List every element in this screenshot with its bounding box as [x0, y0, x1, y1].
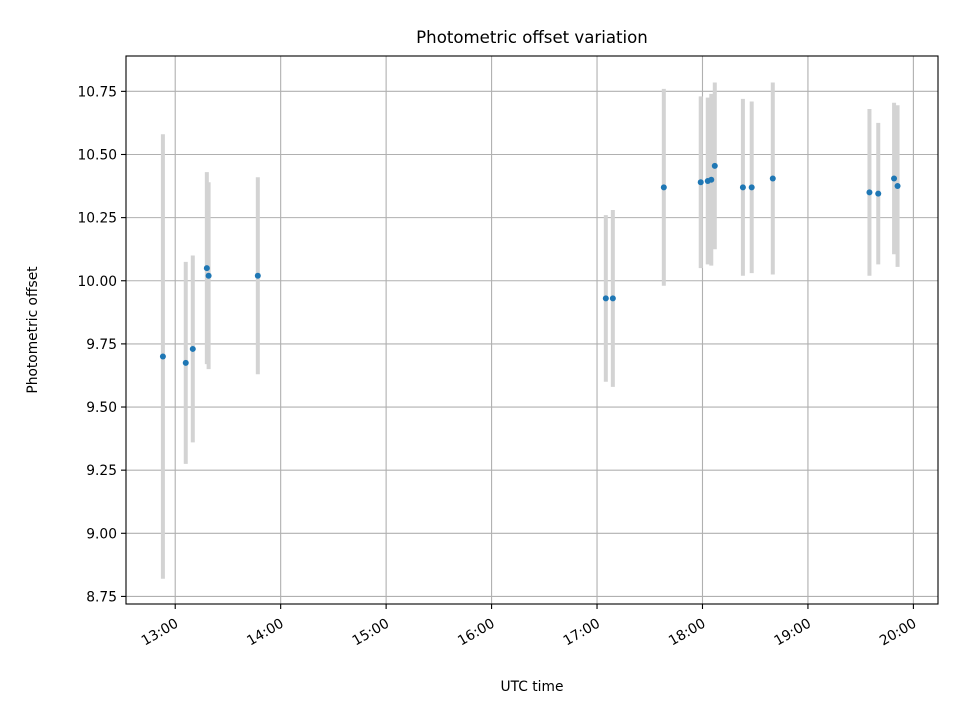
- x-axis-label: UTC time: [501, 679, 564, 695]
- data-point: [697, 179, 704, 186]
- data-point: [159, 353, 166, 360]
- x-tick-label: 20:00: [877, 616, 919, 650]
- data-point: [602, 295, 609, 302]
- x-tick-label: 17:00: [561, 616, 603, 650]
- x-tick-label: 19:00: [772, 616, 814, 650]
- data-point: [875, 190, 882, 197]
- data-point: [891, 175, 898, 182]
- data-point: [609, 295, 616, 302]
- y-tick-label: 9.00: [86, 526, 117, 542]
- x-tick-label: 15:00: [350, 616, 392, 650]
- data-point: [205, 272, 212, 279]
- x-tick-label: 13:00: [139, 616, 181, 650]
- error-bars: [160, 82, 900, 579]
- x-tick-label: 14:00: [244, 616, 286, 650]
- y-axis-ticks: 8.75 9.00 9.25 9.50 9.75 10.00 10.25 10.50 10.75: [78, 84, 126, 605]
- data-point: [189, 345, 196, 352]
- data-point: [203, 265, 210, 272]
- data-point: [748, 184, 755, 191]
- data-point: [739, 184, 746, 191]
- data-point: [182, 359, 189, 366]
- grid: [126, 56, 938, 604]
- data-point: [866, 189, 873, 196]
- chart-title: Photometric offset variation: [416, 28, 648, 47]
- data-point: [894, 183, 901, 190]
- x-tick-label: 18:00: [666, 616, 708, 650]
- y-tick-label: 10.00: [78, 274, 118, 290]
- x-axis-ticks: 13:00 14:00 15:00 16:00 17:00 18:00 19:00 20:00: [139, 604, 919, 650]
- y-tick-label: 9.75: [86, 337, 117, 353]
- data-point: [708, 176, 715, 183]
- y-tick-label: 10.75: [78, 84, 118, 100]
- plot-area-frame: [125, 55, 939, 605]
- y-tick-label: 10.25: [78, 211, 118, 227]
- y-tick-label: 10.50: [78, 147, 118, 163]
- data-point: [660, 184, 667, 191]
- data-point: [711, 162, 718, 169]
- x-tick-label: 16:00: [455, 616, 497, 650]
- y-tick-label: 9.25: [86, 463, 117, 479]
- y-tick-label: 9.50: [86, 400, 117, 416]
- data-points: [159, 162, 901, 366]
- data-point: [769, 175, 776, 182]
- y-tick-label: 8.75: [86, 589, 117, 605]
- data-point: [254, 272, 261, 279]
- y-axis-label: Photometric offset: [25, 266, 41, 394]
